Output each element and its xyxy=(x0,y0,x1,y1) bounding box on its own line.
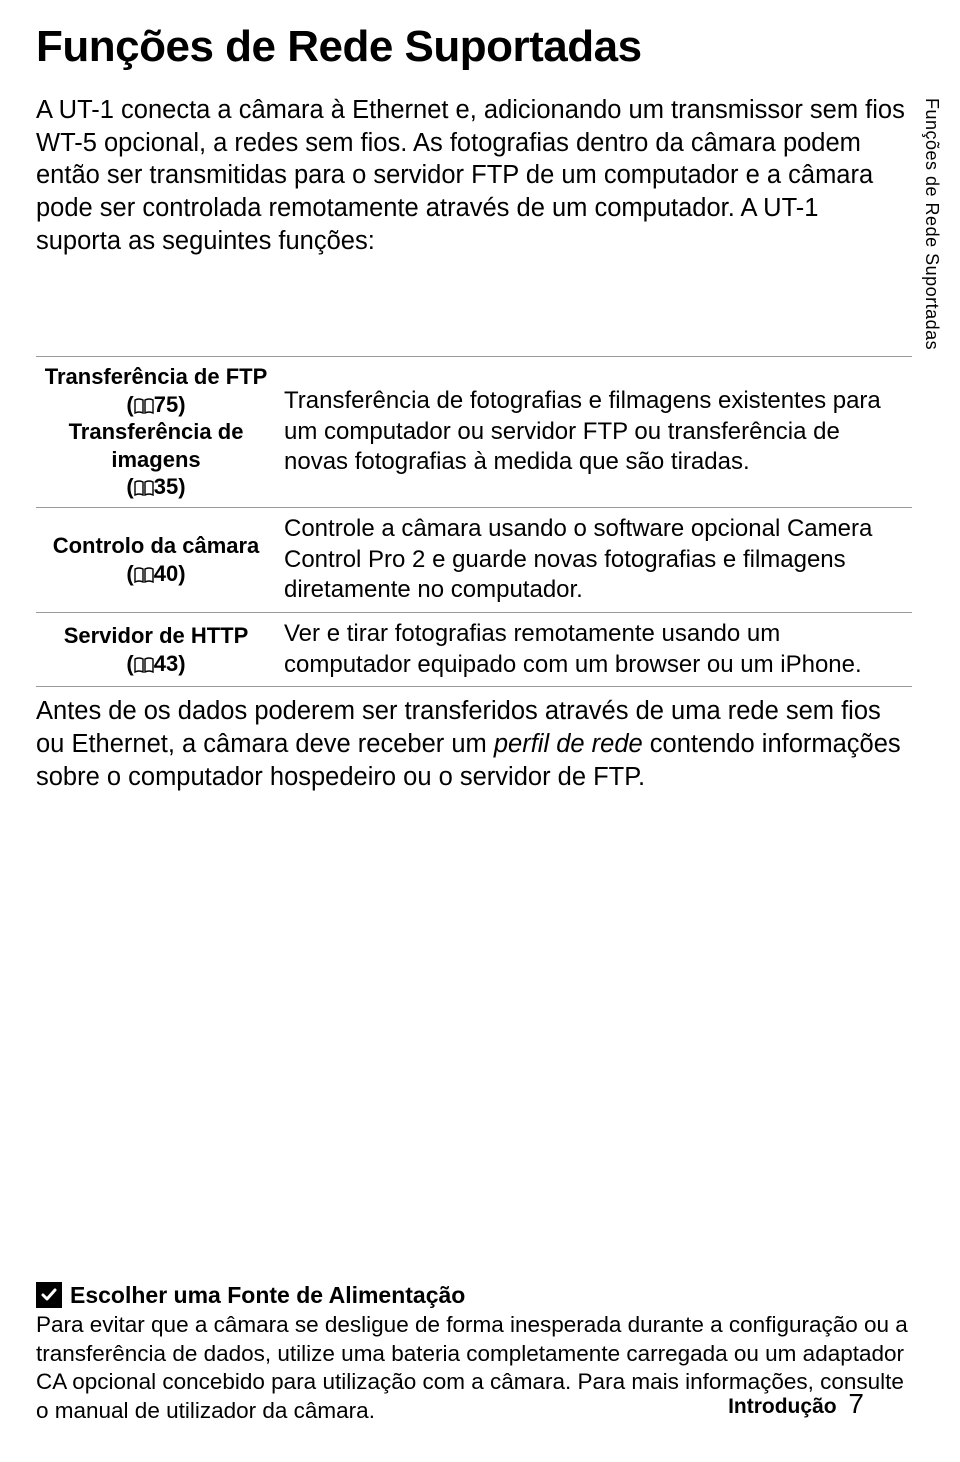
side-tab: Funções de Rede Suportadas xyxy=(921,94,942,350)
row-desc: Controle a câmara usando o software opci… xyxy=(276,507,912,612)
label-line: Controlo da câmara xyxy=(44,532,268,560)
table-row: Servidor de HTTP (43) Ver e tirar fotogr… xyxy=(36,613,912,687)
row-label: Servidor de HTTP (43) xyxy=(36,613,276,687)
intro-paragraph: A UT-1 conecta a câmara à Ethernet e, ad… xyxy=(36,94,909,257)
page-title: Funções de Rede Suportadas xyxy=(36,24,912,70)
after-table-paragraph: Antes de os dados poderem ser transferid… xyxy=(36,695,912,793)
note-title-text: Escolher uma Fonte de Alimentação xyxy=(70,1282,465,1309)
note-block: Escolher uma Fonte de Alimentação Para e… xyxy=(36,1282,912,1426)
ref-number: 35 xyxy=(154,474,178,499)
label-line: Transferência de imagens xyxy=(44,418,268,473)
book-icon xyxy=(134,480,154,496)
row-desc: Ver e tirar fotografias remotamente usan… xyxy=(276,613,912,687)
ref-number: 40 xyxy=(154,561,178,586)
page-footer: Introdução 7 xyxy=(728,1388,864,1420)
after-table-em: perfil de rede xyxy=(494,730,643,758)
table-row: Controlo da câmara (40) Controle a câmar… xyxy=(36,507,912,612)
footer-page-number: 7 xyxy=(848,1388,864,1419)
book-icon xyxy=(134,657,154,673)
row-label: Transferência de FTP (75) Transferência … xyxy=(36,357,276,508)
label-line: Servidor de HTTP xyxy=(44,622,268,650)
table-row: Transferência de FTP (75) Transferência … xyxy=(36,357,912,508)
page-ref: (43) xyxy=(44,650,268,678)
ref-number: 43 xyxy=(154,651,178,676)
functions-table: Transferência de FTP (75) Transferência … xyxy=(36,356,912,687)
footer-section: Introdução xyxy=(728,1395,837,1418)
note-title: Escolher uma Fonte de Alimentação xyxy=(36,1282,912,1309)
row-label: Controlo da câmara (40) xyxy=(36,507,276,612)
ref-number: 75 xyxy=(154,392,178,417)
book-icon xyxy=(134,567,154,583)
page-ref: (40) xyxy=(44,560,268,588)
row-desc: Transferência de fotografias e filmagens… xyxy=(276,357,912,508)
page-ref: (35) xyxy=(44,473,268,501)
check-icon xyxy=(36,1282,62,1308)
book-icon xyxy=(134,398,154,414)
page-ref: (75) xyxy=(44,391,268,419)
label-line: Transferência de FTP xyxy=(44,363,268,391)
